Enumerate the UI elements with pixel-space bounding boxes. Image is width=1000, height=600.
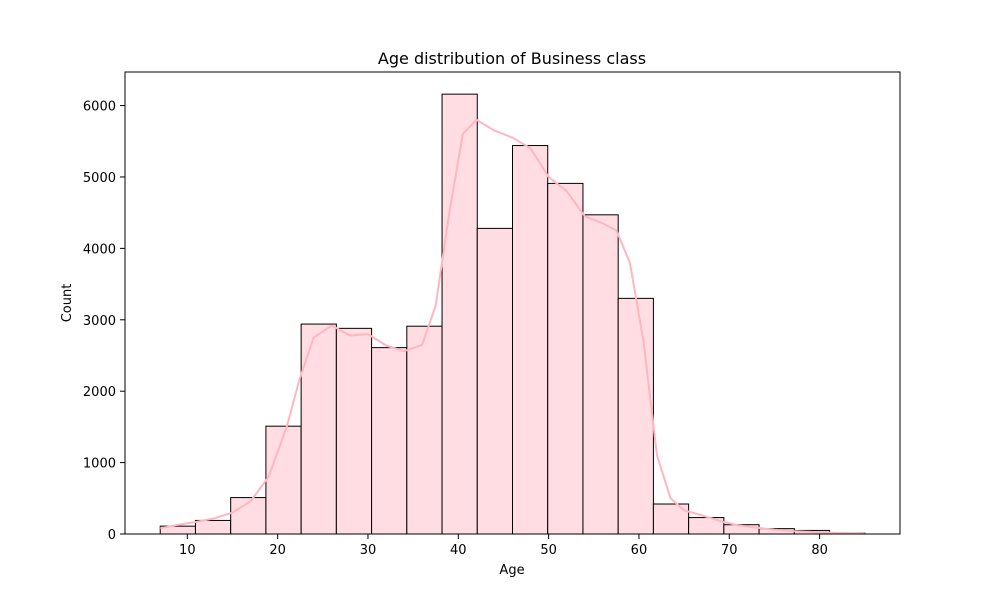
x-tick-label-80: 80 bbox=[811, 543, 828, 558]
histogram-bar-4 bbox=[300, 323, 337, 535]
plot-frame bbox=[124, 71, 901, 535]
histogram-bar-7 bbox=[406, 325, 443, 535]
chart-title: Age distribution of Business class bbox=[378, 49, 646, 68]
x-tick-label-20: 20 bbox=[269, 543, 286, 558]
x-tick-label-10: 10 bbox=[179, 543, 196, 558]
histogram-bar-1 bbox=[194, 519, 232, 535]
histogram-bar-11 bbox=[547, 182, 584, 535]
y-tick-label-2000: 2000 bbox=[83, 385, 116, 400]
x-axis-label: Age bbox=[499, 563, 524, 578]
x-tick-label-70: 70 bbox=[721, 543, 738, 558]
histogram-bar-5 bbox=[335, 327, 373, 535]
bars-layer bbox=[159, 93, 866, 535]
y-axis-label: Count bbox=[60, 284, 75, 323]
kde-layer bbox=[160, 118, 865, 535]
y-tick-label-6000: 6000 bbox=[83, 100, 116, 115]
histogram-bar-6 bbox=[371, 347, 408, 535]
y-tick-label-5000: 5000 bbox=[83, 171, 116, 186]
y-tick-label-0: 0 bbox=[108, 528, 116, 543]
y-tick-label-3000: 3000 bbox=[83, 314, 116, 329]
y-tick-label-4000: 4000 bbox=[83, 242, 116, 257]
x-tick-label-40: 40 bbox=[450, 543, 467, 558]
x-tick-label-50: 50 bbox=[540, 543, 557, 558]
y-axis: 0 1000 2000 3000 4000 5000 6000 bbox=[83, 100, 125, 543]
x-axis: 10 20 30 40 50 60 70 80 bbox=[179, 534, 828, 558]
histogram-bar-13 bbox=[617, 297, 654, 535]
kde-curve bbox=[160, 118, 865, 535]
x-tick-label-60: 60 bbox=[631, 543, 648, 558]
histogram-bar-12 bbox=[582, 214, 619, 535]
histogram-bar-10 bbox=[512, 145, 549, 535]
y-tick-label-1000: 1000 bbox=[83, 457, 116, 472]
histogram-bar-8 bbox=[441, 93, 478, 535]
histogram-bar-3 bbox=[265, 425, 302, 535]
histogram-bar-9 bbox=[476, 227, 514, 535]
x-tick-label-30: 30 bbox=[360, 543, 377, 558]
